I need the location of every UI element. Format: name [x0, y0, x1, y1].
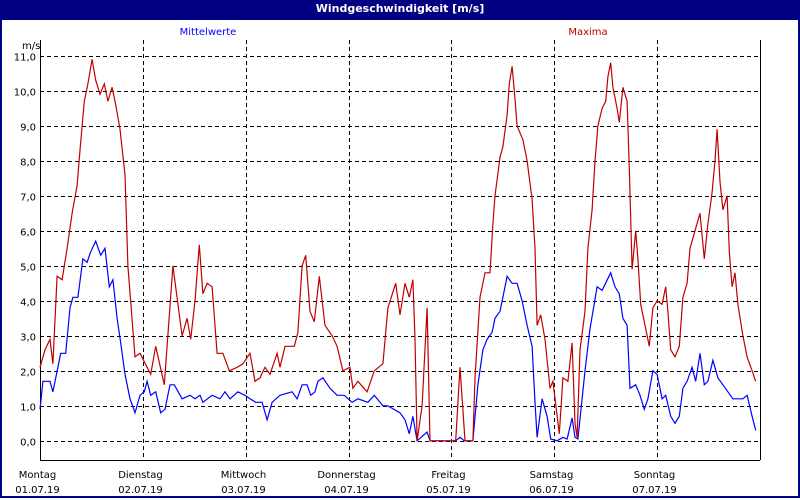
x-tick-day: Dienstag — [118, 470, 163, 481]
y-tick-label: 5,0 — [20, 263, 36, 274]
y-tick-label: 6,0 — [20, 228, 36, 239]
x-tick-date: 04.07.19 — [324, 485, 369, 496]
y-tick-label: 3,0 — [20, 333, 36, 344]
series-line-mittelwerte — [39, 239, 757, 442]
x-tick-date: 03.07.19 — [221, 485, 266, 496]
y-tick-label: 2,0 — [20, 368, 36, 379]
x-tick-day: Sonntag — [634, 470, 676, 481]
y-tick-label: 8,0 — [20, 158, 36, 169]
window-title: Windgeschwindigkeit [m/s] — [0, 0, 800, 20]
x-tick-day: Donnerstag — [317, 470, 375, 481]
x-tick-day: Freitag — [431, 470, 465, 481]
x-tick-day: Samstag — [530, 470, 574, 481]
y-tick-label: 1,0 — [20, 403, 36, 414]
x-tick-date: 02.07.19 — [118, 485, 163, 496]
y-tick-label: 10,0 — [14, 88, 36, 99]
y-tick-label: 7,0 — [20, 193, 36, 204]
x-tick-date: 06.07.19 — [529, 485, 574, 496]
series-line-maxima — [39, 59, 757, 442]
y-tick-label: 4,0 — [20, 298, 36, 309]
x-tick-day: Montag — [19, 470, 56, 481]
series-label-mittelwerte: Mittelwerte — [180, 27, 237, 38]
x-tick-date: 07.07.19 — [632, 485, 677, 496]
x-tick-date: 01.07.19 — [15, 485, 60, 496]
x-tick-day: Mittwoch — [221, 470, 266, 481]
y-tick-label: 11,0 — [14, 53, 36, 64]
y-tick-label: 0,0 — [20, 438, 36, 449]
x-tick-date: 05.07.19 — [426, 485, 471, 496]
series-label-maxima: Maxima — [568, 27, 607, 38]
y-axis-unit: m/s — [22, 41, 40, 52]
y-tick-label: 9,0 — [20, 123, 36, 134]
